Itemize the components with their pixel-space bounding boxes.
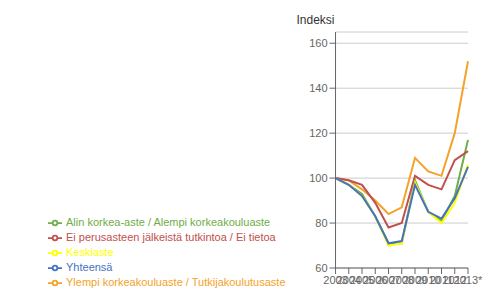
svg-text:Indeksi: Indeksi [297,13,335,27]
html-text:Keskiaste: Keskiaste [66,245,114,258]
html-text:Yhteensä: Yhteensä [66,260,113,273]
svg-text:2007: 2007 [376,273,401,286]
svg-text:2006: 2006 [363,273,388,286]
svg-text:100: 100 [309,172,327,184]
html-text:Alin korkea-aste / Alempi kork: Alin korkea-aste / Alempi korkeakouluast… [66,215,271,228]
svg-text:160: 160 [309,37,327,49]
svg-text:2009: 2009 [402,273,428,286]
svg-text:140: 140 [309,82,327,94]
svg-text:2013*: 2013* [454,274,483,286]
svg-text:80: 80 [315,217,327,229]
svg-text:2005: 2005 [349,273,375,286]
svg-text:60: 60 [315,262,327,274]
svg-text:2004: 2004 [336,273,361,286]
html-text:Ylempi korkeakouluaste / Tutki: Ylempi korkeakouluaste / Tutkijakoulutus… [66,275,286,288]
svg-text:2011: 2011 [429,273,454,286]
svg-text:120: 120 [309,127,327,139]
svg-text:2008: 2008 [389,273,414,286]
html-text:Ei perusasteen jälkeistä tutki: Ei perusasteen jälkeistä tutkintoa / Ei … [66,230,276,243]
svg-text:2010: 2010 [416,273,441,286]
svg-text:2003: 2003 [323,273,348,286]
